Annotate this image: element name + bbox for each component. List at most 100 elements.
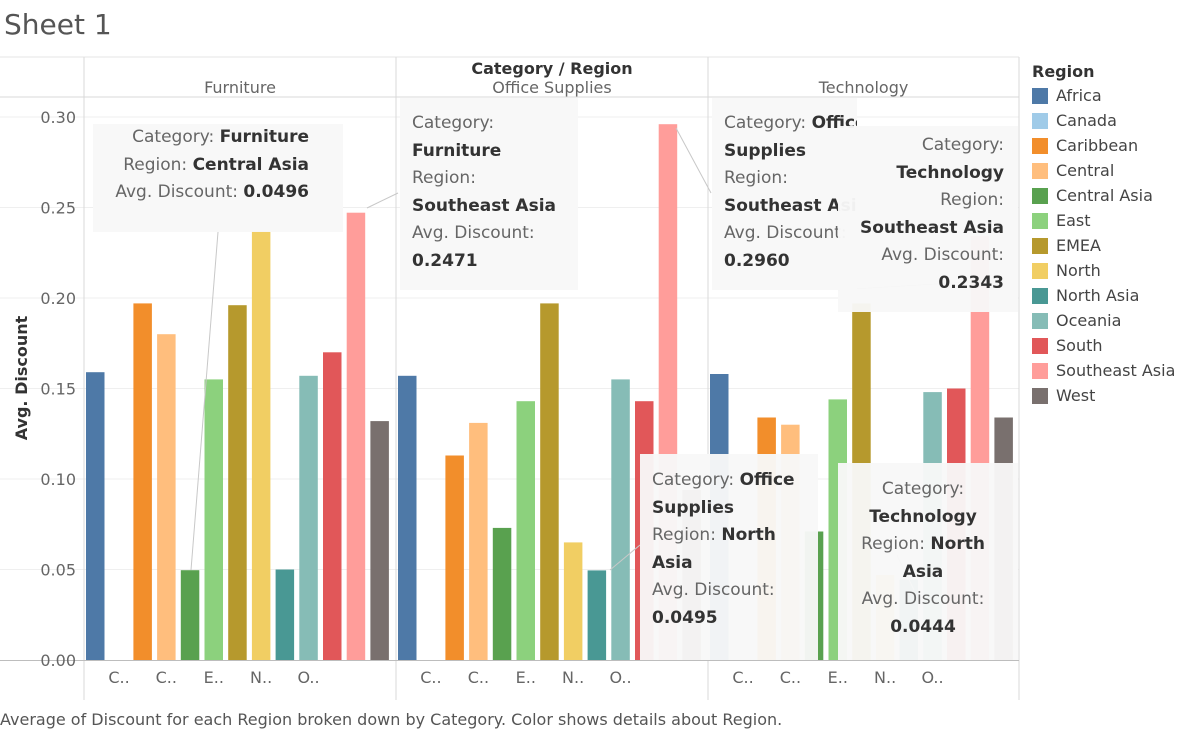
legend-swatch	[1032, 287, 1048, 304]
legend-label: North	[1056, 261, 1101, 280]
tooltip-leader-line	[366, 192, 399, 209]
legend-swatch	[1032, 112, 1048, 129]
y-tick-label: 0.20	[40, 289, 76, 308]
legend-item[interactable]: East	[1032, 208, 1175, 233]
x-tick-label: N..	[874, 668, 896, 687]
y-tick-label: 0.25	[40, 199, 76, 218]
x-tick-label: O..	[297, 668, 319, 687]
bar-office-supplies-emea	[540, 303, 559, 660]
legend-item[interactable]: Central Asia	[1032, 183, 1175, 208]
x-tick-label: C..	[108, 668, 129, 687]
bar-furniture-south	[323, 352, 342, 660]
y-tick-label: 0.05	[40, 561, 76, 580]
legend-swatch	[1032, 387, 1048, 404]
tooltip-technology-southeast-asia: Category: Technology Region: Southeast A…	[838, 126, 1018, 312]
legend-item[interactable]: South	[1032, 333, 1175, 358]
legend-item[interactable]: North	[1032, 258, 1175, 283]
legend-item[interactable]: Oceania	[1032, 308, 1175, 333]
bar-office-supplies-east	[516, 401, 535, 660]
legend-title: Region	[1032, 62, 1095, 81]
y-tick-label: 0.10	[40, 470, 76, 489]
legend-item[interactable]: EMEA	[1032, 233, 1175, 258]
bar-office-supplies-north-asia	[587, 570, 607, 660]
legend-label: Central	[1056, 161, 1115, 180]
legend-label: South	[1056, 336, 1103, 355]
bar-furniture-central-asia	[180, 570, 200, 660]
legend-swatch	[1032, 237, 1048, 254]
x-tick-label: N..	[562, 668, 584, 687]
legend-label: Canada	[1056, 111, 1117, 130]
x-tick-label: E..	[516, 668, 536, 687]
bar-furniture-north	[251, 231, 271, 660]
bar-office-supplies-north	[563, 542, 583, 660]
legend-item[interactable]: Caribbean	[1032, 133, 1175, 158]
tooltip-leader-line	[675, 127, 712, 194]
x-tick-label: E..	[204, 668, 224, 687]
legend-swatch	[1032, 162, 1048, 179]
bar-furniture-caribbean	[133, 303, 152, 660]
tooltip-furniture-central-asia: Category: Furniture Region: Central Asia…	[93, 124, 343, 232]
legend-item[interactable]: Southeast Asia	[1032, 358, 1175, 383]
legend-swatch	[1032, 87, 1048, 104]
legend-swatch	[1032, 212, 1048, 229]
panel-header-office-supplies: Office Supplies	[492, 78, 611, 97]
x-tick-label: N..	[250, 668, 272, 687]
legend-label: Caribbean	[1056, 136, 1139, 155]
legend-label: Central Asia	[1056, 186, 1153, 205]
legend-label: Africa	[1056, 86, 1102, 105]
panel-header-furniture: Furniture	[204, 78, 276, 97]
y-tick-label: 0.00	[40, 651, 76, 670]
bar-furniture-central	[157, 334, 176, 660]
legend-label: North Asia	[1056, 286, 1140, 305]
column-header: Category / Region	[471, 59, 632, 78]
y-axis-label: Avg. Discount	[12, 315, 31, 440]
legend-item[interactable]: Canada	[1032, 108, 1175, 133]
x-tick-label: E..	[828, 668, 848, 687]
labels-layer: C.. C.. E.. N.. O.. Furniture C.. C.. E.. N.. O.. O…	[12, 59, 944, 687]
x-tick-label: O..	[609, 668, 631, 687]
bar-office-supplies-central	[469, 422, 488, 660]
y-tick-label: 0.15	[40, 380, 76, 399]
x-tick-label: C..	[156, 668, 177, 687]
bar-office-supplies-central-asia	[492, 527, 512, 660]
x-tick-label: C..	[732, 668, 753, 687]
y-tick-label: 0.30	[40, 108, 76, 127]
x-tick-label: C..	[780, 668, 801, 687]
tooltip-furniture-southeast-asia: Category: Furniture Region: Southeast As…	[400, 98, 578, 290]
legend-items: Africa Canada Caribbean Central Central Asia…	[1032, 83, 1175, 408]
color-legend[interactable]: Region Africa Canada Caribbean Central Centr…	[1032, 62, 1175, 408]
bar-furniture-east	[204, 379, 223, 660]
x-tick-label: C..	[420, 668, 441, 687]
tooltip-leader-line	[609, 544, 641, 571]
panel-header-technology: Technology	[818, 78, 909, 97]
legend-swatch	[1032, 262, 1048, 279]
legend-swatch	[1032, 362, 1048, 379]
tooltip-office-supplies-southeast-asia: Category: Office Supplies Region: Southe…	[712, 98, 857, 290]
legend-item[interactable]: North Asia	[1032, 283, 1175, 308]
legend-swatch	[1032, 137, 1048, 154]
x-tick-label: O..	[921, 668, 943, 687]
legend-label: West	[1056, 386, 1096, 405]
legend-swatch	[1032, 337, 1048, 354]
sheet-title: Sheet 1	[4, 8, 112, 41]
legend-label: EMEA	[1056, 236, 1101, 255]
bar-office-supplies-africa	[398, 375, 417, 660]
x-tick-label: C..	[468, 668, 489, 687]
bar-office-supplies-oceania	[611, 379, 630, 660]
legend-item[interactable]: Africa	[1032, 83, 1175, 108]
legend-label: East	[1056, 211, 1091, 230]
legend-label: Oceania	[1056, 311, 1122, 330]
legend-swatch	[1032, 312, 1048, 329]
bar-office-supplies-caribbean	[445, 455, 464, 660]
bar-furniture-africa	[86, 372, 105, 660]
bar-furniture-north-asia	[275, 569, 295, 660]
legend-item[interactable]: Central	[1032, 158, 1175, 183]
legend-item[interactable]: West	[1032, 383, 1175, 408]
bar-furniture-west	[370, 421, 389, 660]
tooltip-office-supplies-north-asia: Category: Office Supplies Region: North …	[640, 454, 818, 660]
legend-label: Southeast Asia	[1056, 361, 1176, 380]
legend-swatch	[1032, 187, 1048, 204]
tooltip-technology-north-asia: Category: Technology Region: North Asia …	[838, 463, 1018, 660]
chart-caption: Average of Discount for each Region brok…	[0, 710, 783, 729]
bar-furniture-emea	[228, 305, 247, 660]
